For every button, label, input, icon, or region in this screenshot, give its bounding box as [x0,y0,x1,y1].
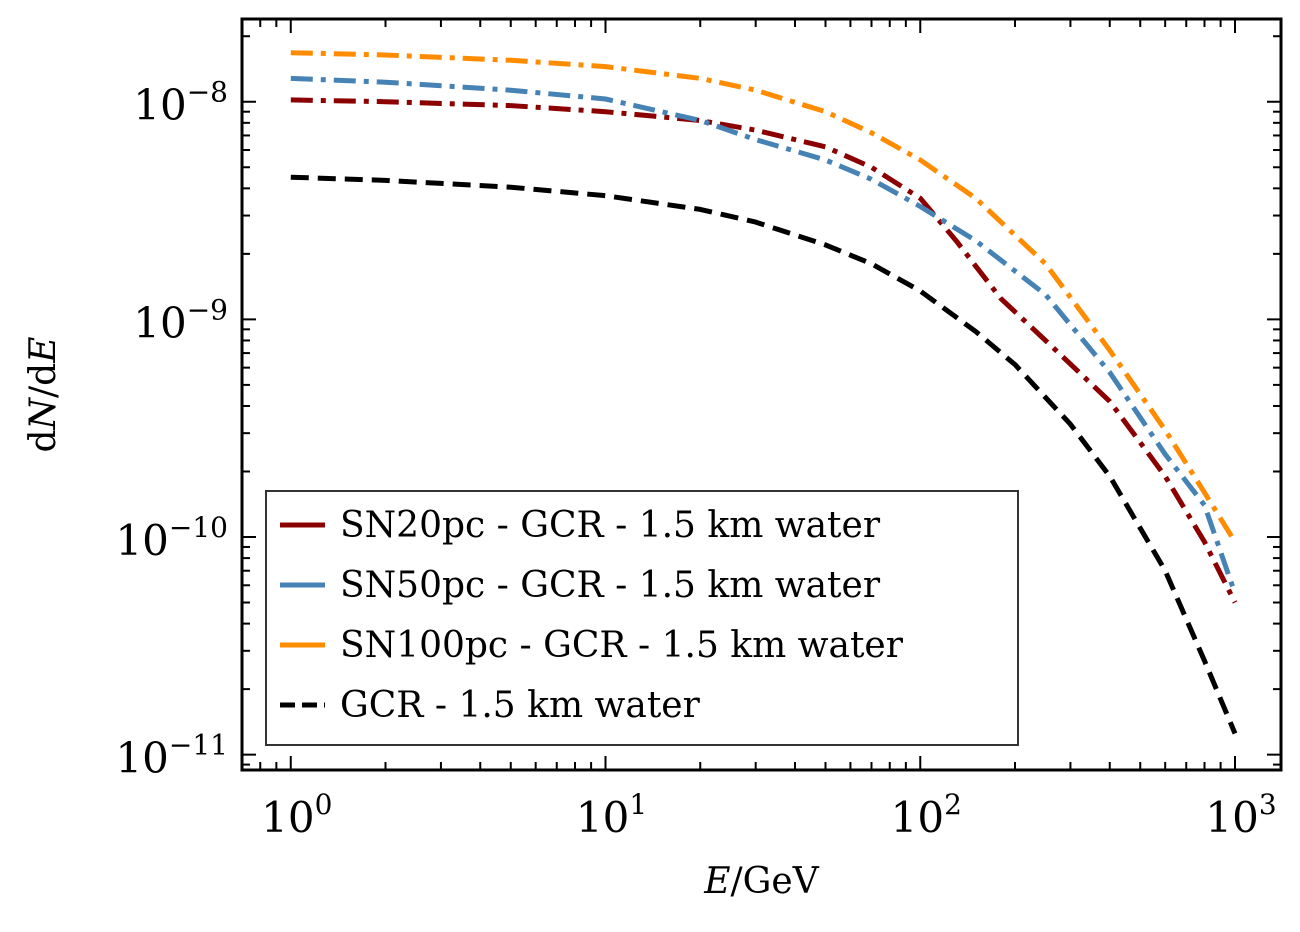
y-tick-label: 10−11 [115,729,228,783]
legend: SN20pc - GCR - 1.5 km water SN50pc - GCR … [265,490,1019,746]
legend-label: SN50pc - GCR - 1.5 km water [340,565,881,606]
x-tick-label: 102 [891,788,962,842]
legend-label: SN100pc - GCR - 1.5 km water [340,625,904,666]
legend-box [265,490,1019,746]
x-tick-labels: 100 101 102 103 [261,788,1277,842]
plot-frame [240,17,1283,772]
x-tick-label: 101 [576,788,647,842]
legend-label: SN20pc - GCR - 1.5 km water [340,505,881,546]
series-line-2 [290,75,1238,595]
y-tick-labels: 10−11 10−10 10−9 10−8 [115,76,228,783]
legend-label: GCR - 1.5 km water [340,685,701,726]
series-line-3 [290,50,1238,544]
series-line-1 [290,97,1238,604]
y-axis-label: dN/dE [23,336,64,452]
series-lines [290,50,1238,735]
x-tick-label: 103 [1205,788,1276,842]
x-axis-label: E/GeV [703,861,819,902]
x-tick-label: 100 [261,788,332,842]
y-tick-label: 10−9 [133,293,228,347]
y-tick-label: 10−8 [133,76,228,130]
y-tick-label: 10−10 [115,511,228,565]
